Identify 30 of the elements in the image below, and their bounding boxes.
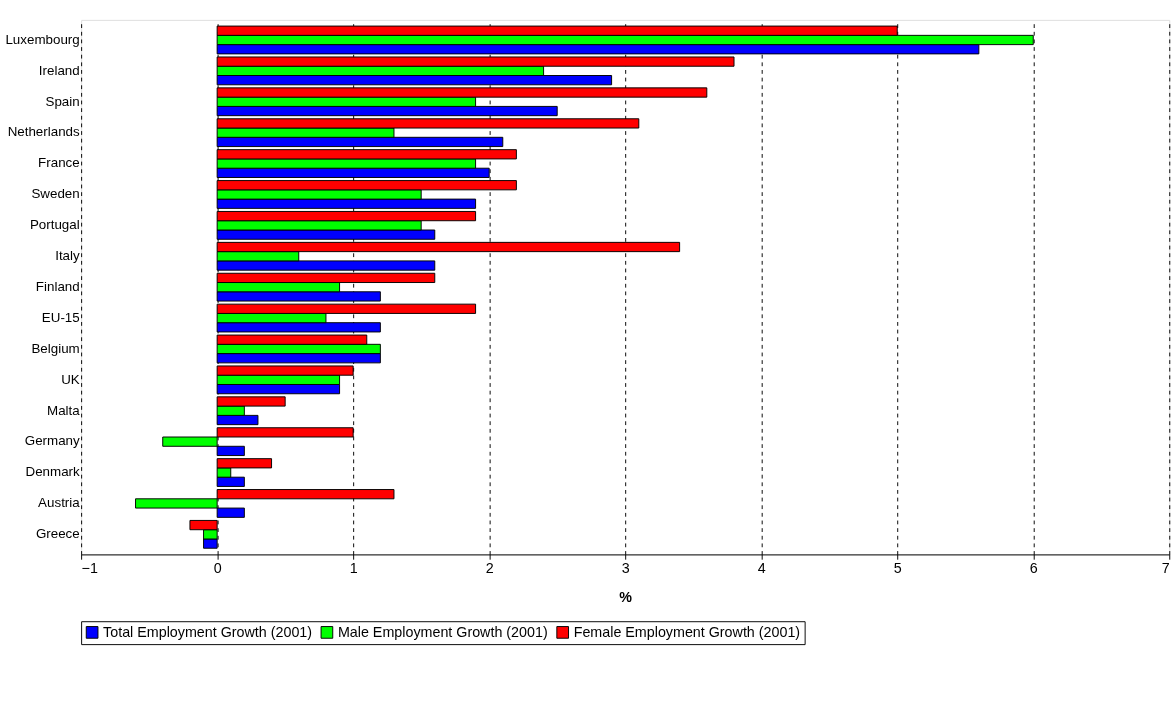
x-tick-label: 3 — [621, 560, 630, 577]
y-tick-label: Germany — [24, 433, 81, 449]
y-tick-label: Ireland — [38, 62, 80, 78]
x-tick-label: −1 — [81, 560, 98, 577]
y-tick-label: Austria — [38, 495, 81, 511]
y-tick-label: Greece — [35, 526, 80, 542]
legend-label: Female Employment Growth (2001) — [573, 624, 801, 641]
legend-label: Male Employment Growth (2001) — [337, 624, 548, 641]
y-tick-label: Finland — [35, 278, 80, 294]
x-tick-label: 2 — [485, 560, 494, 577]
y-tick-label: Netherlands — [7, 124, 81, 140]
x-tick-label: 6 — [1029, 560, 1038, 577]
x-tick-label: 0 — [213, 560, 222, 577]
y-tick-label: Luxembourg — [5, 31, 80, 47]
y-tick-label: Portugal — [29, 217, 80, 233]
legend-label: Total Employment Growth (2001) — [103, 624, 313, 641]
y-tick-label: Italy — [55, 248, 81, 264]
y-tick-label: UK — [61, 371, 80, 387]
x-tick-label: 4 — [757, 560, 766, 577]
y-tick-label: Sweden — [31, 186, 80, 202]
y-tick-label: Belgium — [31, 340, 80, 356]
y-tick-label: Spain — [45, 93, 80, 109]
x-tick-label: 1 — [349, 560, 358, 577]
x-tick-label: 7 — [1161, 560, 1170, 577]
y-tick-label: Denmark — [25, 464, 81, 480]
x-axis-title: % — [619, 588, 633, 605]
y-tick-label: France — [38, 155, 80, 171]
y-tick-label: EU-15 — [41, 309, 80, 325]
y-tick-label: Malta — [47, 402, 81, 418]
x-tick-label: 5 — [893, 560, 902, 577]
